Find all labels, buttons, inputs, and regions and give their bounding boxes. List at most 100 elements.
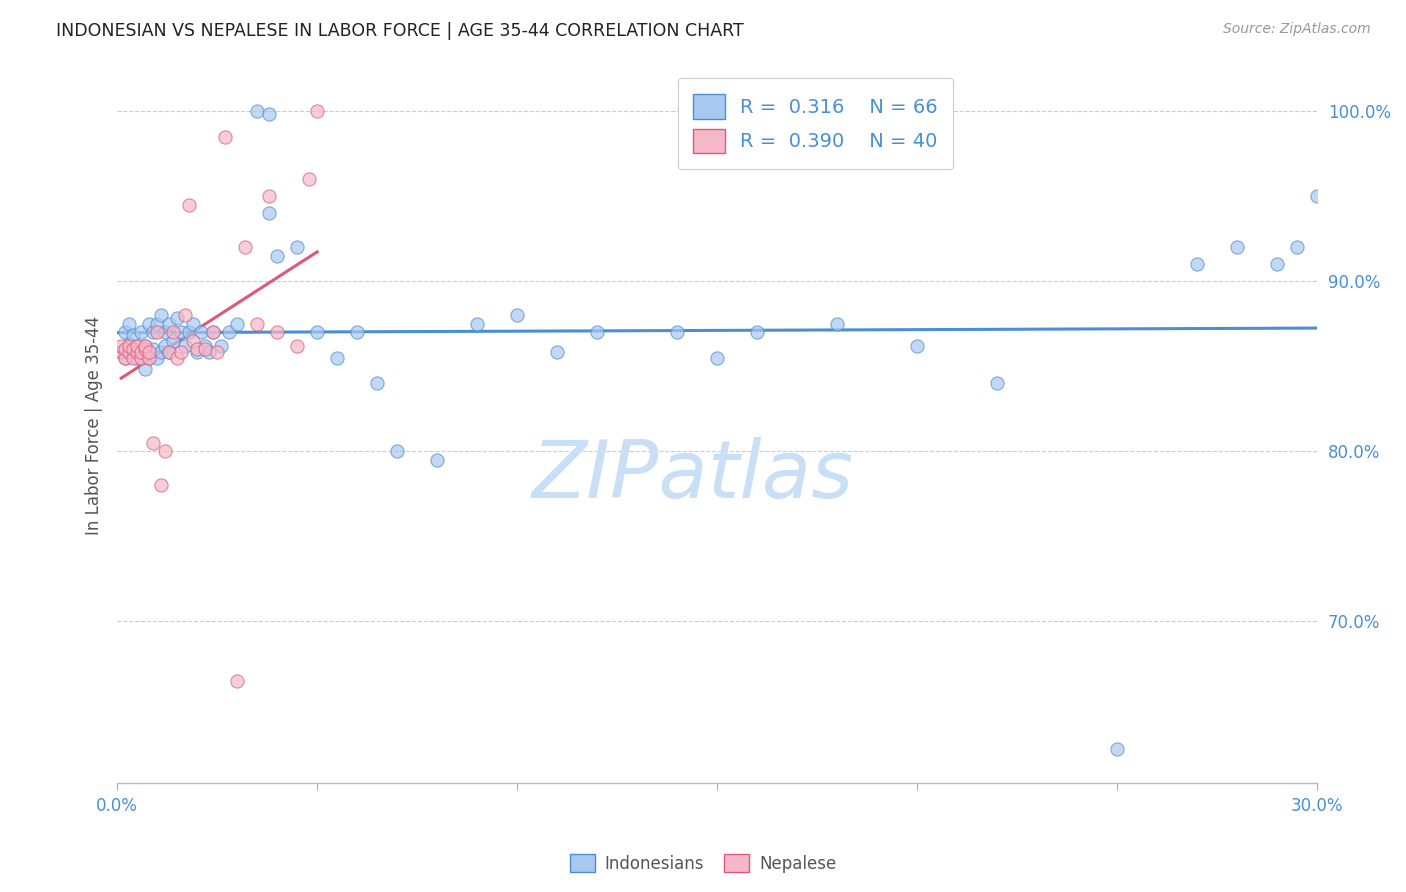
Point — [346, 325, 368, 339]
Point — [205, 345, 228, 359]
Point — [127, 339, 149, 353]
Point — [194, 342, 217, 356]
Point — [905, 339, 928, 353]
Point — [307, 325, 329, 339]
Point — [118, 337, 141, 351]
Point — [190, 325, 212, 339]
Point — [1285, 240, 1308, 254]
Point — [326, 351, 349, 365]
Text: Source: ZipAtlas.com: Source: ZipAtlas.com — [1223, 22, 1371, 37]
Point — [186, 342, 208, 356]
Point — [181, 334, 204, 348]
Point — [134, 342, 156, 356]
Point — [298, 172, 321, 186]
Legend: R =  0.316    N = 66, R =  0.390    N = 40: R = 0.316 N = 66, R = 0.390 N = 40 — [678, 78, 953, 169]
Point — [157, 345, 180, 359]
Point — [186, 345, 208, 359]
Point — [285, 240, 308, 254]
Point — [138, 351, 160, 365]
Point — [150, 345, 173, 359]
Point — [122, 351, 145, 365]
Point — [266, 325, 288, 339]
Point — [122, 342, 145, 356]
Point — [129, 351, 152, 365]
Text: INDONESIAN VS NEPALESE IN LABOR FORCE | AGE 35-44 CORRELATION CHART: INDONESIAN VS NEPALESE IN LABOR FORCE | … — [56, 22, 744, 40]
Point — [127, 339, 149, 353]
Point — [122, 345, 145, 359]
Point — [166, 351, 188, 365]
Point — [546, 345, 568, 359]
Text: ZIPatlas: ZIPatlas — [531, 436, 853, 515]
Point — [307, 103, 329, 118]
Point — [174, 339, 197, 353]
Point — [146, 351, 169, 365]
Point — [157, 345, 180, 359]
Point — [110, 345, 132, 359]
Point — [118, 345, 141, 359]
Point — [129, 345, 152, 359]
Point — [138, 345, 160, 359]
Y-axis label: In Labor Force | Age 35-44: In Labor Force | Age 35-44 — [86, 316, 103, 535]
Point — [146, 325, 169, 339]
Point — [202, 325, 225, 339]
Point — [138, 351, 160, 365]
Point — [214, 129, 236, 144]
Point — [153, 339, 176, 353]
Point — [825, 317, 848, 331]
Point — [218, 325, 240, 339]
Point — [426, 452, 449, 467]
Point — [170, 325, 193, 339]
Point — [366, 376, 388, 390]
Point — [114, 351, 136, 365]
Point — [110, 345, 132, 359]
Point — [465, 317, 488, 331]
Point — [129, 325, 152, 339]
Point — [138, 317, 160, 331]
Point — [266, 249, 288, 263]
Point — [226, 317, 249, 331]
Point — [157, 317, 180, 331]
Point — [1306, 189, 1329, 203]
Point — [127, 345, 149, 359]
Legend: Indonesians, Nepalese: Indonesians, Nepalese — [562, 847, 844, 880]
Point — [142, 342, 165, 356]
Point — [257, 206, 280, 220]
Point — [181, 317, 204, 331]
Point — [666, 325, 689, 339]
Point — [246, 317, 269, 331]
Point — [233, 240, 256, 254]
Point — [226, 673, 249, 688]
Point — [170, 345, 193, 359]
Point — [150, 308, 173, 322]
Point — [506, 308, 529, 322]
Point — [114, 351, 136, 365]
Point — [129, 345, 152, 359]
Point — [162, 325, 184, 339]
Point — [1185, 257, 1208, 271]
Point — [246, 103, 269, 118]
Point — [110, 339, 132, 353]
Point — [1105, 741, 1128, 756]
Point — [285, 339, 308, 353]
Point — [127, 351, 149, 365]
Point — [194, 339, 217, 353]
Point — [134, 362, 156, 376]
Point — [385, 444, 408, 458]
Point — [114, 325, 136, 339]
Point — [986, 376, 1008, 390]
Point — [118, 317, 141, 331]
Point — [174, 308, 197, 322]
Point — [706, 351, 728, 365]
Point — [142, 435, 165, 450]
Point — [114, 342, 136, 356]
Point — [134, 339, 156, 353]
Point — [150, 478, 173, 492]
Point — [153, 444, 176, 458]
Point — [202, 325, 225, 339]
Point — [179, 197, 201, 211]
Point — [745, 325, 768, 339]
Point — [257, 107, 280, 121]
Point — [146, 317, 169, 331]
Point — [166, 311, 188, 326]
Point — [179, 325, 201, 339]
